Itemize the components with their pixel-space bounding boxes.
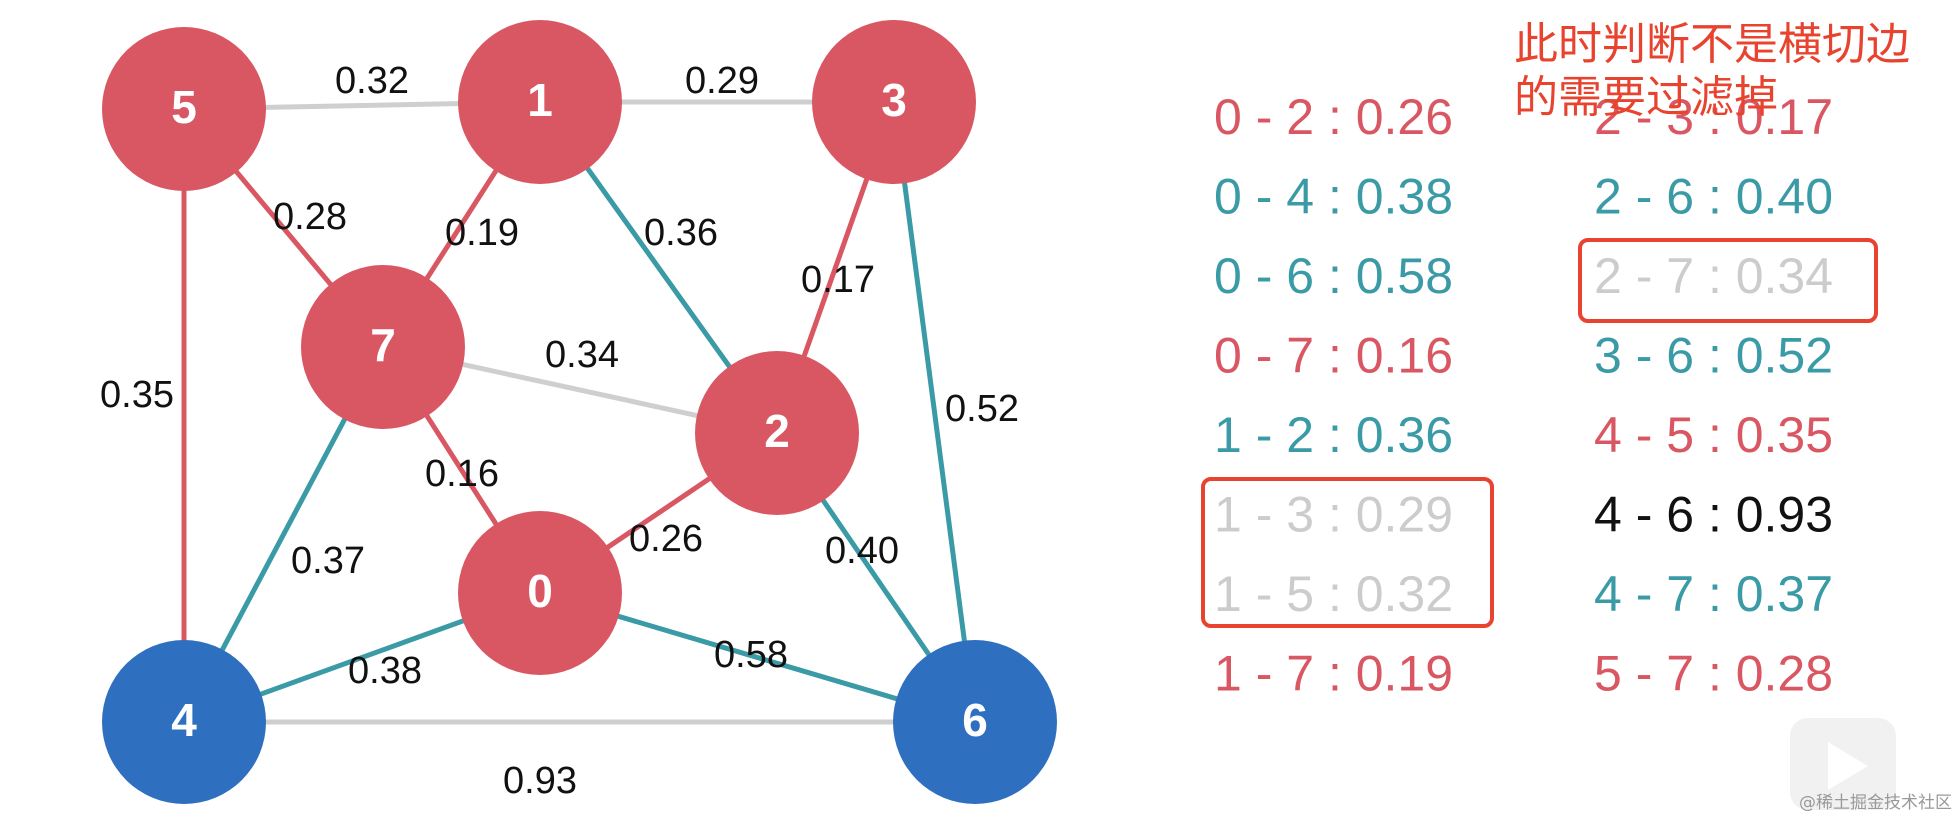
edge-entry: 4 - 7 : 0.37 — [1594, 566, 1833, 622]
edge-entry: 0 - 4 : 0.38 — [1214, 169, 1453, 225]
edge-label: 0.32 — [335, 60, 409, 102]
edge-entry: 4 - 5 : 0.35 — [1594, 407, 1833, 463]
edge-label: 0.38 — [348, 650, 422, 692]
filter-box — [1578, 238, 1878, 323]
edge-label: 0.29 — [685, 60, 759, 102]
node-label: 6 — [962, 694, 988, 746]
edge-label: 0.93 — [503, 760, 577, 802]
edge-entry: 2 - 6 : 0.40 — [1594, 169, 1833, 225]
edge-entry: 1 - 7 : 0.19 — [1214, 646, 1453, 702]
edge-entry: 1 - 2 : 0.36 — [1214, 407, 1453, 463]
node-label: 2 — [764, 405, 790, 457]
edge-entry: 0 - 7 : 0.16 — [1214, 328, 1453, 384]
edge — [891, 101, 978, 723]
edge-label: 0.37 — [291, 540, 365, 582]
annotation: 此时判断不是横切边 — [1514, 19, 1910, 70]
node — [893, 640, 1057, 804]
edge-label: 0.40 — [825, 530, 899, 572]
node — [102, 640, 266, 804]
node-label: 1 — [527, 74, 553, 126]
edge-label: 0.35 — [100, 374, 174, 416]
edge-label: 0.28 — [273, 196, 347, 238]
node-label: 5 — [171, 81, 197, 133]
node-label: 0 — [527, 565, 553, 617]
edge-entry: 5 - 7 : 0.28 — [1594, 646, 1833, 702]
watermark: @稀土掘金技术社区 — [1799, 793, 1952, 813]
node — [301, 265, 465, 429]
edge-entry: 2 - 7 : 0.34 — [1594, 248, 1833, 304]
annotation: 的需要过滤掉 — [1514, 72, 1778, 123]
edge-label: 0.17 — [801, 259, 875, 301]
edge-label: 0.58 — [714, 634, 788, 676]
edge-label: 0.16 — [425, 453, 499, 495]
filter-box — [1201, 477, 1494, 628]
node — [458, 511, 622, 675]
edge-label: 0.19 — [445, 212, 519, 254]
edge-label: 0.52 — [945, 388, 1019, 430]
node — [458, 20, 622, 184]
edge-entry: 4 - 6 : 0.93 — [1594, 487, 1833, 543]
node — [695, 351, 859, 515]
edge-entry: 3 - 6 : 0.52 — [1594, 328, 1833, 384]
node — [812, 20, 976, 184]
node-label: 7 — [370, 319, 396, 371]
edge-entry: 2 - 3 : 0.17 — [1594, 89, 1833, 145]
play-icon — [1828, 742, 1868, 790]
node-label: 3 — [881, 74, 907, 126]
node-label: 4 — [171, 694, 197, 746]
edge-label: 0.36 — [644, 212, 718, 254]
edge-label: 0.26 — [629, 518, 703, 560]
edge-entry: 0 - 6 : 0.58 — [1214, 248, 1453, 304]
edge-entry: 1 - 5 : 0.32 — [1214, 566, 1453, 622]
node — [102, 27, 266, 191]
edge-label: 0.34 — [545, 334, 619, 376]
edge-entry: 0 - 2 : 0.26 — [1214, 89, 1453, 145]
edge-entry: 1 - 3 : 0.29 — [1214, 487, 1453, 543]
